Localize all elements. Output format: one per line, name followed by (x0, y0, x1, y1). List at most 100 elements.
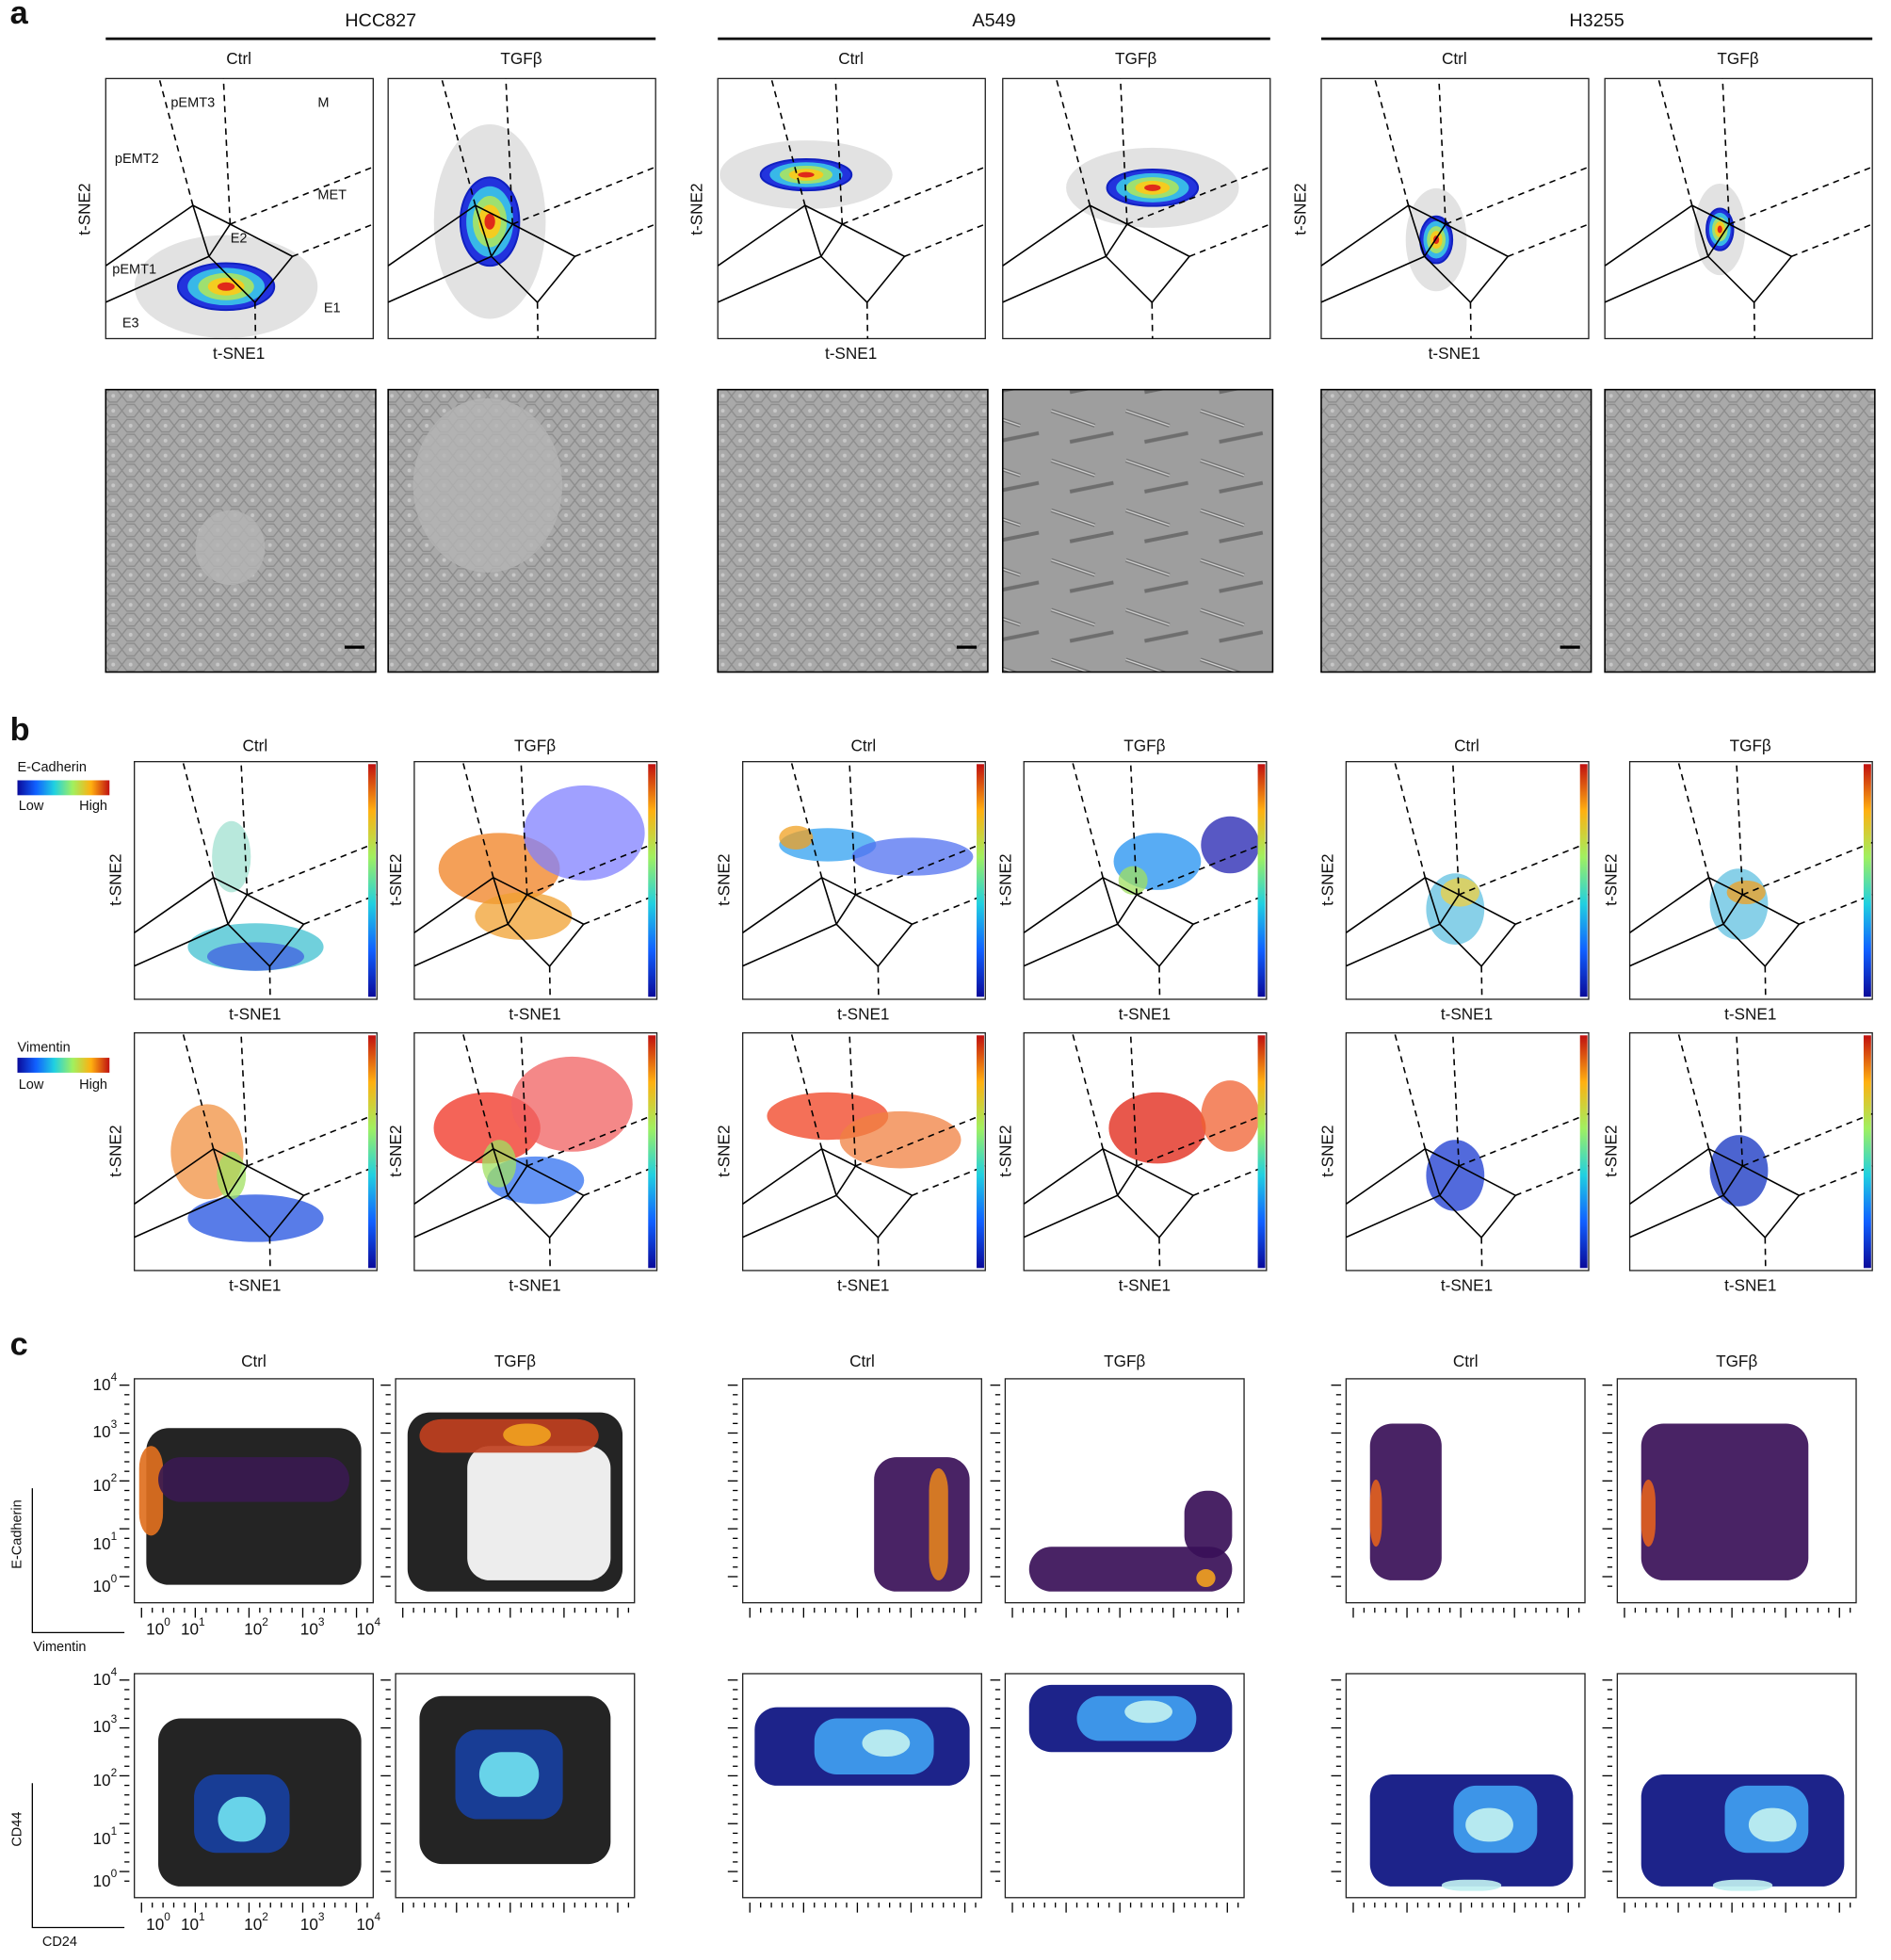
region-boundary (742, 923, 837, 967)
region-boundary (835, 923, 879, 967)
region-boundary (1629, 1148, 1710, 1205)
region-boundary-dashed (1728, 166, 1873, 225)
condition-label: TGFβ (494, 1352, 536, 1370)
region-boundary (1023, 923, 1118, 967)
tick-base: 10 (92, 1670, 110, 1689)
region-boundary (866, 255, 906, 303)
region-boundary (717, 204, 806, 267)
density-region (1184, 1490, 1233, 1559)
region-boundary (247, 894, 304, 925)
axis-label: t-SNE1 (213, 344, 265, 363)
region-boundary (1345, 877, 1426, 933)
tick-exponent: 4 (111, 1370, 118, 1384)
region-boundary-dashed (1071, 761, 1104, 878)
region-boundary (1722, 1194, 1766, 1239)
log-tick-label: 104 (92, 1370, 117, 1393)
axis-label: t-SNE2 (995, 1125, 1014, 1176)
colorbar (368, 1035, 376, 1269)
axis-label: t-SNE2 (995, 853, 1014, 905)
region-boundary (1604, 255, 1709, 303)
marker-cloud (851, 837, 974, 876)
colorbar (977, 1035, 984, 1269)
marker-cloud (523, 785, 645, 881)
region-boundary (1480, 1194, 1516, 1239)
region-label: pEMT1 (112, 263, 156, 278)
region-boundary (1136, 894, 1194, 925)
region-boundary (1707, 255, 1755, 303)
density-region (862, 1729, 911, 1757)
axis-label: t-SNE2 (715, 1125, 734, 1176)
cell-line-title: H3255 (1569, 10, 1624, 31)
region-boundary (507, 894, 528, 925)
region-boundary-dashed (1799, 1165, 1873, 1196)
axis-label: t-SNE2 (715, 853, 734, 905)
tick-exponent: 3 (318, 1615, 325, 1628)
axis-label: t-SNE2 (386, 1125, 405, 1176)
region-boundary (1151, 255, 1190, 303)
region-label: pEMT2 (115, 152, 159, 167)
region-boundary (717, 255, 822, 303)
region-boundary (475, 204, 513, 225)
region-boundary (835, 894, 857, 925)
tick-exponent: 0 (111, 1572, 118, 1585)
region-boundary (413, 877, 494, 933)
colorbar (648, 1035, 656, 1269)
region-boundary (1458, 894, 1516, 925)
log-tick-label: 101 (181, 1910, 205, 1933)
region-boundary (1690, 204, 1709, 257)
region-boundary-dashed (904, 223, 986, 257)
plot-content (134, 235, 318, 338)
axis-label: t-SNE1 (509, 1276, 560, 1295)
region-boundary (821, 877, 856, 896)
tick-base: 10 (92, 1421, 110, 1440)
region-boundary (1604, 204, 1693, 267)
region-boundary (1320, 204, 1410, 267)
region-boundary (192, 204, 210, 257)
region-boundary (247, 1165, 304, 1196)
region-boundary-dashed (1721, 78, 1731, 225)
axis-key-label: Vimentin (33, 1640, 86, 1655)
region-boundary (1090, 204, 1128, 225)
region-boundary-dashed (461, 761, 494, 878)
region-boundary (1408, 204, 1447, 225)
cell-line-title: A549 (972, 10, 1015, 31)
log-tick-label: 104 (356, 1910, 380, 1933)
density-region (218, 1796, 267, 1842)
region-boundary (1126, 223, 1190, 257)
region-boundary (268, 923, 305, 967)
region-boundary-dashed (1394, 1032, 1427, 1149)
tick-base: 10 (146, 1619, 164, 1638)
colorbar (1863, 764, 1871, 997)
density-region (146, 1428, 362, 1585)
density-region (1465, 1807, 1513, 1842)
region-boundary (1346, 923, 1441, 967)
region-boundary-dashed (790, 1032, 823, 1149)
region-label: E2 (231, 232, 248, 247)
region-boundary-dashed (834, 78, 844, 225)
region-boundary-dashed (536, 302, 540, 339)
condition-label: Ctrl (1442, 49, 1467, 68)
region-boundary (1424, 1148, 1460, 1167)
axis-label: t-SNE1 (229, 1276, 281, 1295)
axis-label: t-SNE2 (687, 183, 706, 235)
marker-cloud (206, 942, 304, 971)
region-boundary (821, 1148, 856, 1167)
axis-label: t-SNE1 (1724, 1005, 1776, 1024)
region-boundary-dashed (877, 1237, 880, 1271)
colorbar-high: High (79, 799, 107, 814)
region-boundary (229, 223, 293, 257)
region-boundary (1102, 1148, 1138, 1167)
region-boundary (1424, 877, 1460, 896)
region-label: MET (317, 187, 347, 202)
tick-exponent: 2 (111, 1471, 118, 1484)
region-boundary (1764, 923, 1801, 967)
region-boundary (493, 877, 509, 925)
colorbar (1257, 1035, 1266, 1269)
region-boundary (1102, 877, 1138, 896)
region-boundary (254, 255, 294, 303)
region-boundary-dashed (1119, 78, 1128, 225)
region-boundary-dashed (1192, 894, 1268, 925)
region-boundary-dashed (790, 761, 823, 878)
marker-cloud (510, 1056, 633, 1152)
micrograph-feature (412, 397, 563, 573)
